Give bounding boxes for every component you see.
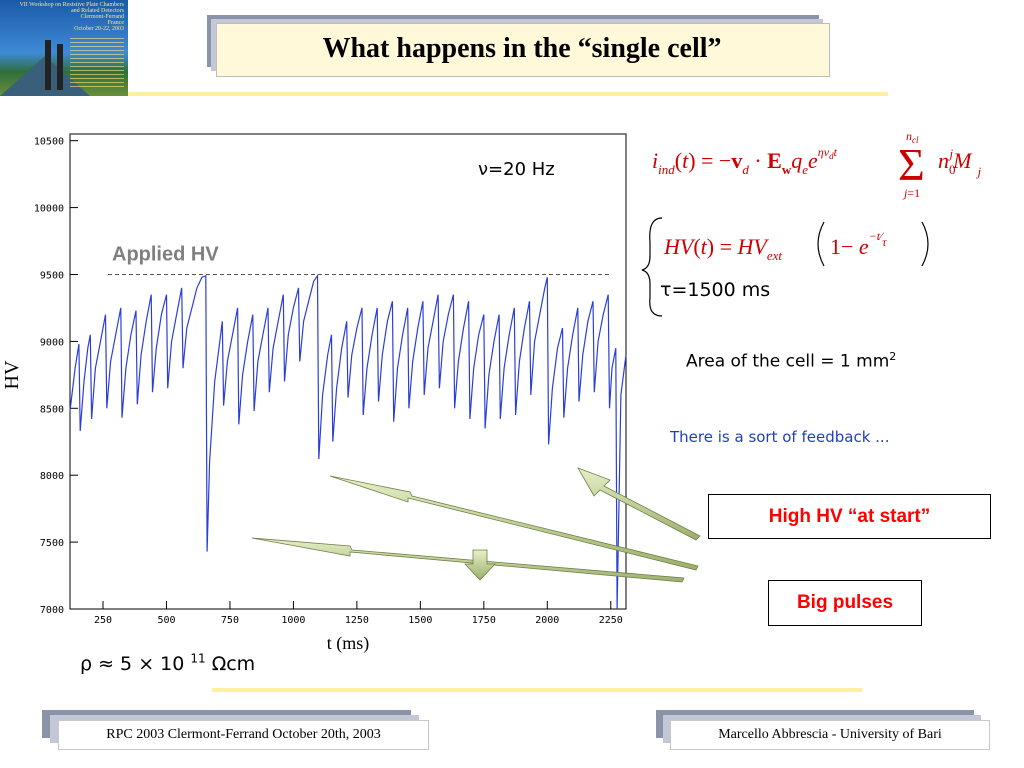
- logo-text: VII Workshop on Resistive Plate Chambers…: [4, 2, 124, 32]
- formula-current: iind(t) = −vd · Ewqeeηvdt: [652, 145, 838, 177]
- x-tick-label: 1250: [345, 615, 369, 626]
- logo-line: and Related Detectors: [71, 8, 124, 14]
- y-axis-label: HV: [1, 360, 23, 389]
- paren-right: [921, 221, 929, 267]
- logo-line: France: [107, 20, 124, 26]
- x-tick-label: 250: [94, 615, 112, 626]
- y-axis: 7000 7500 8000 8500 9000 9500 10000 10500: [34, 137, 78, 616]
- x-tick-label: 2250: [599, 615, 623, 626]
- footer-author: Marcello Abbrescia - University of Bari: [670, 720, 990, 750]
- paren-left: [817, 221, 825, 267]
- hv-formula: HV(t) = HVext 1− e−t⁄τ τ=1500 ms: [641, 217, 929, 317]
- down-arrow-shape: [464, 549, 496, 581]
- feedback-note: There is a sort of feedback ...: [670, 428, 890, 446]
- x-axis-label: t (ms): [327, 633, 370, 654]
- title-box: [216, 23, 830, 77]
- logo-line: Clermont-Ferrand: [80, 14, 124, 20]
- cell-area-label: Area of the cell = 1 mm2: [686, 350, 897, 372]
- x-tick-label: 750: [221, 615, 239, 626]
- cathedral-spire: [45, 40, 51, 90]
- sum-upper: ncl: [906, 129, 919, 145]
- logo-line: October 20-22, 2003: [74, 26, 124, 32]
- page-title: What happens in the “single cell”: [322, 33, 722, 64]
- y-tick-label: 7500: [40, 538, 64, 549]
- cathedral-spire: [57, 44, 63, 90]
- arrow-shape: [329, 475, 699, 571]
- x-tick-label: 1000: [281, 615, 305, 626]
- tau-label: τ=1500 ms: [660, 279, 770, 301]
- workshop-logo: VII Workshop on Resistive Plate Chambers…: [0, 0, 128, 96]
- logo-line: VII Workshop on Resistive Plate Chambers: [19, 2, 124, 8]
- sum-symbol: Σ: [898, 139, 925, 190]
- y-tick-label: 7000: [40, 605, 64, 616]
- applied-hv-label: Applied HV: [112, 243, 219, 265]
- hv-chart: 7000 7500 8000 8500 9000 9500 10000 10500 250 50…: [1, 133, 627, 654]
- footer-accent-line: [212, 688, 862, 692]
- sum-body: n0jM j: [938, 146, 981, 179]
- sum-lower: j=1: [902, 186, 920, 200]
- title-underline: [128, 92, 888, 96]
- brace-shape: [641, 217, 663, 317]
- x-tick-label: 2000: [535, 615, 559, 626]
- x-tick-label: 500: [157, 615, 175, 626]
- x-tick-label: 1500: [408, 615, 432, 626]
- series-line: [69, 273, 627, 610]
- footer-conference: RPC 2003 Clermont-Ferrand October 20th, …: [58, 720, 429, 750]
- current-formula: iind(t) = −vd · Ewqeeηvdt Σ ncl j=1 n0jM…: [652, 129, 981, 200]
- callout-arrows: [251, 467, 701, 583]
- y-tick-label: 10000: [34, 204, 64, 215]
- logo-columns: [70, 38, 124, 90]
- big-pulses-callout: Big pulses: [768, 580, 922, 626]
- y-tick-label: 9000: [40, 337, 64, 348]
- x-tick-label: 1750: [472, 615, 496, 626]
- formula-hv: HV(t) = HVext: [663, 234, 782, 263]
- y-tick-label: 8000: [40, 471, 64, 482]
- arrow-shape: [577, 467, 701, 541]
- arrow-shape: [251, 537, 685, 583]
- resistivity-text: ρ ≈ 5 × 10 11 Ωcm: [80, 652, 256, 676]
- frequency-label: ν=20 Hz: [478, 159, 555, 180]
- y-tick-label: 10500: [34, 137, 64, 148]
- y-tick-label: 9500: [40, 270, 64, 281]
- resistivity-label: ρ ≈ 5 × 10 11 Ωcm: [80, 652, 255, 675]
- y-tick-label: 8500: [40, 404, 64, 415]
- x-axis: 250 500 750 1000 1250 1500 1750 2000 2250: [94, 601, 623, 626]
- formula-exp: 1− e−t⁄τ: [830, 229, 887, 259]
- high-hv-callout: High HV “at start”: [708, 494, 991, 539]
